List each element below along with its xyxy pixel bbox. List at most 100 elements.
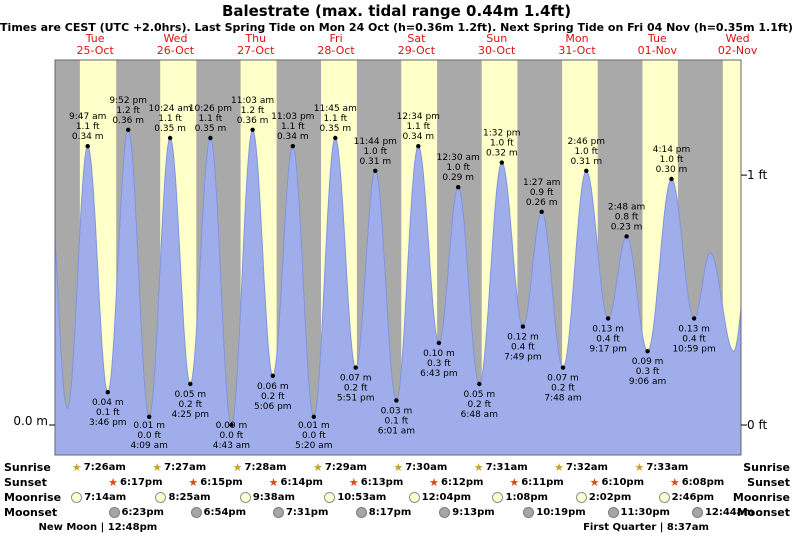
- moonset-time: 10:19pm: [536, 507, 586, 518]
- high-tide-label: 4:14 pm: [653, 145, 691, 155]
- low-tide-label: 6:48 am: [461, 410, 498, 420]
- low-tide-label: 0.13 m: [592, 324, 624, 334]
- low-tide-label: 0.4 ft: [511, 343, 535, 353]
- moonrise-event: 1:08pm: [492, 491, 548, 505]
- low-tide-marker: [691, 316, 697, 321]
- high-tide-label: 0.32 m: [486, 149, 518, 159]
- low-tide-label: 9:06 am: [629, 377, 666, 387]
- high-tide-label: 2:48 am: [608, 202, 645, 212]
- day-header-date: 31-Oct: [558, 44, 596, 57]
- sunset-time: 6:13pm: [360, 477, 404, 488]
- day-header-sun-30-oct: Sun 30-Oct: [457, 33, 537, 57]
- low-tide-marker: [311, 414, 316, 419]
- moonset-icon: [190, 507, 202, 518]
- sunset-event: ★ 6:11pm: [509, 476, 563, 490]
- day-header-date: 30-Oct: [478, 44, 516, 57]
- moonset-row-label-left: Moonset: [4, 506, 58, 519]
- high-tide-label: 1.1 ft: [406, 122, 430, 132]
- low-tide-label: 0.13 m: [678, 324, 710, 334]
- sunrise-row-label-right: Sunrise: [743, 461, 790, 474]
- day-header-wed-26-oct: Wed 26-Oct: [135, 33, 215, 57]
- low-tide-label: 0.03 m: [381, 406, 413, 416]
- low-tide-label: 0.05 m: [463, 390, 495, 400]
- low-tide-label: 0.01 m: [298, 421, 330, 431]
- y-axis-label-0ft: 0 ft: [747, 418, 768, 432]
- moonset-time: 11:30pm: [620, 507, 670, 518]
- high-tide-marker: [333, 135, 338, 141]
- moonrise-icon: [155, 492, 167, 503]
- high-tide-label: 1.1 ft: [76, 122, 100, 132]
- low-tide-label: 7:48 am: [544, 394, 581, 404]
- high-tide-label: 2:46 pm: [568, 137, 606, 147]
- sunset-icon: ★: [108, 475, 119, 489]
- low-tide-marker: [147, 414, 152, 419]
- moonrise-time: 8:25am: [168, 492, 211, 503]
- low-tide-label: 0.12 m: [507, 333, 539, 343]
- high-tide-marker: [290, 144, 295, 149]
- high-tide-marker: [669, 176, 674, 182]
- sunrise-event: ★ 7:28am: [233, 461, 287, 475]
- moonrise-time: 7:14am: [84, 492, 127, 503]
- sunrise-time: 7:26am: [83, 462, 126, 473]
- sunrise-icon: ★: [473, 460, 484, 474]
- moonrise-time: 9:38am: [252, 492, 295, 503]
- high-tide-marker: [456, 185, 461, 190]
- low-tide-label: 0.04 m: [92, 398, 124, 408]
- day-header-weekday: Sun: [486, 32, 508, 45]
- low-tide-label: 0.4 ft: [596, 334, 620, 344]
- sunset-icon: ★: [348, 475, 359, 489]
- moonrise-icon: [575, 492, 587, 503]
- high-tide-label: 1.1 ft: [199, 114, 223, 124]
- low-tide-marker: [270, 373, 275, 378]
- low-tide-marker: [605, 316, 611, 321]
- low-tide-label: 0.07 m: [340, 374, 372, 384]
- sunset-time: 6:11pm: [521, 477, 564, 488]
- day-header-tue-25-oct: Tue 25-Oct: [55, 33, 135, 57]
- low-tide-label: 0.05 m: [174, 390, 206, 400]
- moonrise-icon: [408, 492, 420, 503]
- day-header-sat-29-oct: Sat 29-Oct: [376, 33, 456, 57]
- high-tide-label: 0.26 m: [526, 198, 558, 208]
- low-tide-marker: [520, 324, 526, 329]
- moonrise-time: 10:53am: [337, 492, 387, 503]
- high-tide-label: 1.2 ft: [241, 106, 265, 116]
- moonset-event: 7:31pm: [272, 506, 328, 520]
- sunset-time: 6:14pm: [280, 477, 323, 488]
- high-tide-marker: [624, 234, 629, 239]
- low-tide-label: 0.1 ft: [385, 416, 409, 426]
- high-tide-label: 1.0 ft: [363, 147, 387, 157]
- low-tide-label: 5:20 am: [295, 441, 332, 451]
- sunset-time: 6:15pm: [200, 477, 243, 488]
- moonset-event: 6:54pm: [190, 506, 246, 520]
- day-header-weekday: Fri: [329, 32, 343, 45]
- high-tide-label: 12:30 am: [437, 153, 480, 163]
- sunset-event: ★ 6:08pm: [670, 476, 724, 490]
- low-tide-marker: [353, 365, 358, 370]
- moonset-time: 12:44am: [704, 507, 754, 518]
- low-tide-label: 0.0 ft: [302, 431, 326, 441]
- day-header-date: 27-Oct: [237, 44, 275, 57]
- high-tide-label: 0.30 m: [656, 165, 688, 175]
- chart-subtitle: Times are CEST (UTC +2.0hrs). Last Sprin…: [0, 21, 793, 34]
- low-tide-label: 0.09 m: [632, 357, 664, 367]
- high-tide-label: 9:47 am: [69, 112, 106, 122]
- sunset-time: 6:08pm: [681, 477, 725, 488]
- moonset-event: 10:19pm: [523, 506, 586, 520]
- moonset-icon: [607, 507, 619, 518]
- sunrise-event: ★ 7:30am: [393, 461, 447, 475]
- sunrise-event: ★ 7:26am: [72, 461, 126, 475]
- moonrise-time: 2:02pm: [588, 492, 632, 503]
- day-header-date: 26-Oct: [156, 44, 195, 57]
- high-tide-label: 0.31 m: [570, 157, 602, 167]
- moonrise-event: 8:25am: [155, 491, 211, 505]
- sunrise-time: 7:30am: [405, 462, 448, 473]
- low-tide-marker: [560, 365, 566, 370]
- moonset-icon: [108, 507, 120, 518]
- sunset-icon: ★: [268, 475, 279, 489]
- low-tide-marker: [645, 349, 650, 354]
- moonset-icon: [691, 507, 703, 518]
- moon-phase-label: First Quarter | 8:37am: [583, 522, 709, 533]
- moonrise-row-label-left: Moonrise: [4, 491, 62, 504]
